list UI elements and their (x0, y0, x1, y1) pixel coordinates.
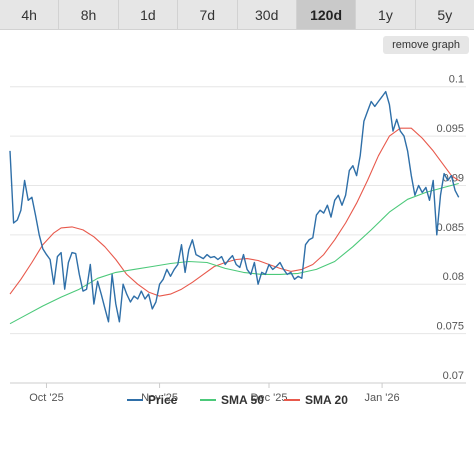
tab-120d[interactable]: 120d (296, 0, 357, 29)
y-tick-label: 0.095 (436, 123, 464, 135)
legend-item-sma-20[interactable]: SMA 20 (305, 393, 348, 407)
tab-1d[interactable]: 1d (119, 0, 179, 29)
tab-7d[interactable]: 7d (178, 0, 238, 29)
x-axis: Oct '25 Nov '25 Dec '25 Jan '26 (10, 382, 466, 404)
x-tick-label: Dec '25 (251, 392, 288, 404)
tab-1y[interactable]: 1y (356, 0, 416, 29)
series-line-price (9, 90, 460, 323)
x-tick-label: Oct '25 (29, 392, 64, 404)
x-tick-label: Jan '26 (365, 392, 400, 404)
tab-8h[interactable]: 8h (59, 0, 119, 29)
tab-4h[interactable]: 4h (0, 0, 60, 29)
y-tick-label: 0.09 (443, 172, 464, 184)
x-tick-label: Nov '25 (141, 392, 178, 404)
remove-graph-button[interactable]: remove graph (383, 36, 469, 54)
legend-item-price[interactable]: Price (148, 393, 178, 407)
tab-30d[interactable]: 30d (238, 0, 297, 29)
y-tick-label: 0.085 (436, 222, 464, 234)
tab-5y[interactable]: 5y (437, 6, 453, 23)
chart-grid (10, 86, 466, 384)
y-tick-label: 0.08 (443, 271, 464, 283)
series-line-sma-50 (9, 182, 459, 325)
y-axis: 0.07 0.075 0.08 0.085 0.09 0.095 0.1 (436, 74, 464, 382)
series-line-sma-20 (9, 127, 460, 297)
chart-series (9, 90, 460, 325)
y-tick-label: 0.1 (449, 74, 464, 86)
timeframe-tabs: 4h 8h 1d 7d 30d 120d 1y 5y (0, 0, 474, 30)
y-tick-label: 0.075 (436, 321, 464, 333)
chart-legend: Price SMA 50 SMA 20 (127, 393, 348, 407)
legend-item-sma-50[interactable]: SMA 50 (221, 393, 264, 407)
y-tick-label: 0.07 (443, 370, 464, 382)
